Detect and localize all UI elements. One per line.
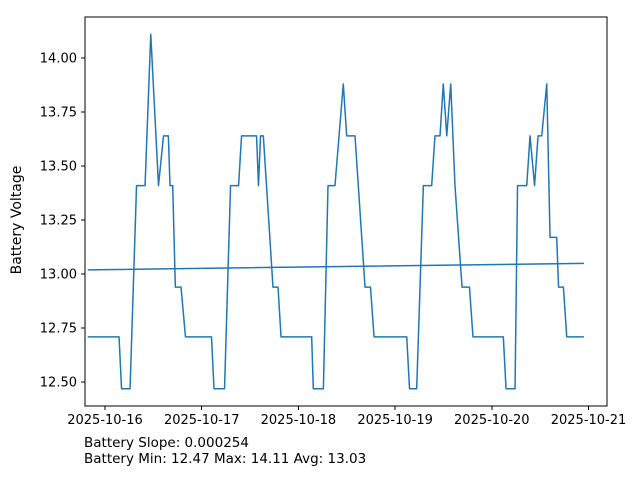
x-tick-label: 2025-10-19	[357, 413, 433, 428]
axes-layer: 2025-10-16 2025-10-17 2025-10-18 2025-10-19…	[40, 16, 627, 428]
y-axis-label: Battery Voltage	[9, 166, 25, 275]
y-tick-label: 13.75	[40, 106, 77, 121]
plot-frame	[84, 16, 608, 407]
y-tick-label: 12.75	[40, 322, 77, 337]
battery-voltage-line	[87, 33, 585, 390]
y-tick-label: 13.25	[40, 214, 77, 229]
x-tick-label: 2025-10-16	[67, 413, 143, 428]
x-tick-label: 2025-10-21	[551, 413, 627, 428]
series-layer	[87, 33, 585, 390]
x-tick-label: 2025-10-18	[261, 413, 337, 428]
annotation-min-max-avg: Battery Min: 12.47 Max: 14.11 Avg: 13.03	[84, 451, 366, 467]
y-tick-label: 12.50	[40, 376, 77, 391]
x-tick-label: 2025-10-20	[454, 413, 530, 428]
y-tick-label: 13.00	[40, 268, 77, 283]
annotation-slope: Battery Slope: 0.000254	[84, 435, 249, 451]
y-tick-label: 14.00	[40, 52, 77, 67]
y-tick-label: 13.50	[40, 160, 77, 175]
x-tick-label: 2025-10-17	[164, 413, 240, 428]
trend-line	[87, 262, 585, 271]
